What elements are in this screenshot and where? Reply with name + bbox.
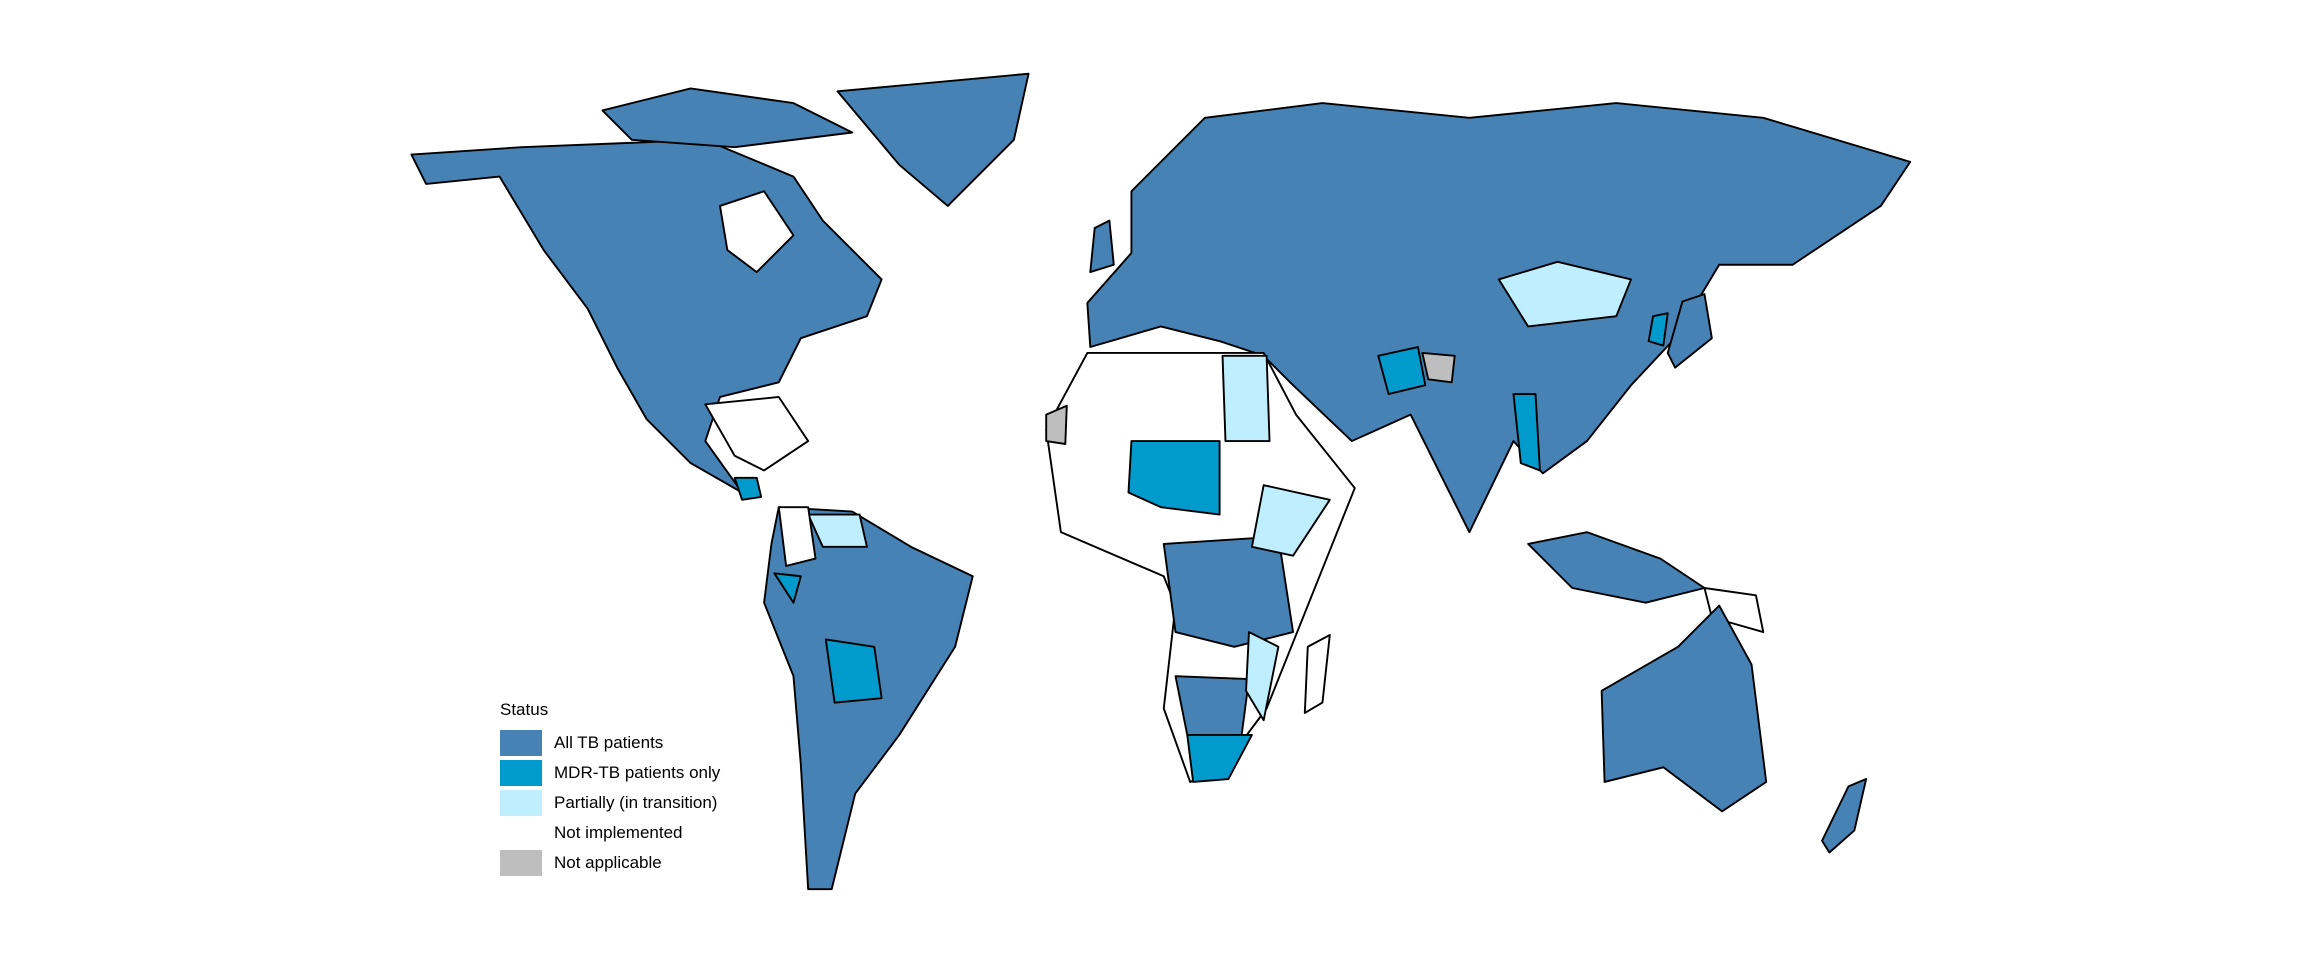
legend-item-all: All TB patients [500,728,720,758]
region-bolivia-mdr [824,638,883,704]
legend-swatch [500,850,542,876]
region-madagascar [1303,634,1331,714]
legend: Status All TB patients MDR-TB patients on… [500,700,720,878]
region-southeast-asia [1527,531,1706,604]
legend-title: Status [500,700,549,719]
legend-item-mdr: MDR-TB patients only [500,758,720,788]
region-hudson-bay [719,190,795,274]
region-west-sahara-na [1045,404,1068,445]
region-japan [1666,293,1713,369]
region-mozambique-partial [1245,631,1280,722]
region-egypt-partial [1221,354,1271,443]
region-new-zealand [1821,778,1868,854]
region-korea-mdr [1647,312,1669,347]
region-horn-partial [1250,484,1331,557]
region-central-america-mdr [733,476,763,501]
region-canadian-islands [601,87,854,149]
legend-label: MDR-TB patients only [554,763,721,782]
region-central-africa [1162,535,1295,648]
region-uk [1089,219,1115,274]
region-caribbean [704,396,810,472]
region-afghanistan-mdr [1377,346,1427,395]
legend-swatch [500,760,542,786]
legend-swatch [500,730,542,756]
legend-label: All TB patients [554,733,664,752]
region-west-africa-mdr [1127,440,1221,516]
region-new-guinea [1703,587,1765,634]
legend-swatch [500,790,542,816]
region-south-africa-mdr [1186,733,1253,783]
region-australia [1600,604,1768,813]
legend-swatch [500,820,542,846]
legend-label: Not implemented [554,823,683,842]
legend-label: Partially (in transition) [554,793,718,812]
region-mongolia [1497,260,1632,328]
region-venezuela-partial [807,513,868,548]
region-north-america [410,138,883,494]
region-greenland [836,72,1030,207]
legend-item-partial: Partially (in transition) [500,788,720,818]
region-kashmir-na [1421,351,1456,384]
region-eurasia [1086,102,1912,534]
region-colombia [777,506,817,567]
legend-item-na: Not applicable [500,848,720,878]
region-myanmar-mdr [1512,393,1541,472]
legend-label: Not applicable [554,853,662,872]
legend-item-none: Not implemented [500,818,720,848]
region-peru-mdr [773,572,802,604]
